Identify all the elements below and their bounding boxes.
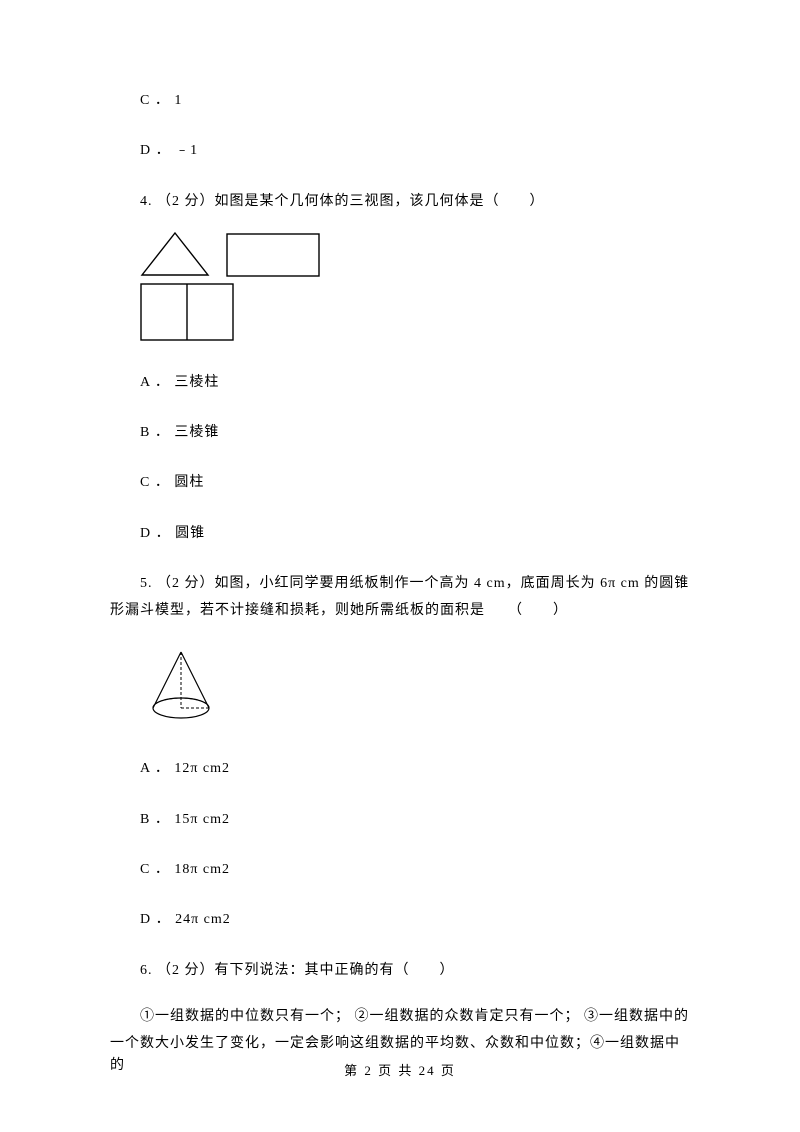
q4-top-view — [140, 283, 234, 341]
cone-icon — [140, 646, 222, 722]
q4-stem: 4. （2 分）如图是某个几何体的三视图，该几何体是（ ） — [140, 191, 690, 213]
q4-option-b: B ． 三棱锥 — [140, 422, 690, 444]
q4-option-c: C ． 圆柱 — [140, 472, 690, 494]
q5-option-c: C ． 18π cm2 — [140, 859, 690, 881]
q5-stem: 5. （2 分）如图，小红同学要用纸板制作一个高为 4 cm，底面周长为 6π … — [110, 573, 690, 595]
q3-option-c: C ． 1 — [140, 90, 690, 112]
q5-stem-line2: 形漏斗模型，若不计接缝和损耗，则她所需纸板的面积是 （ ） — [110, 600, 690, 622]
q5-stem-line1: 5. （2 分）如图，小红同学要用纸板制作一个高为 4 cm，底面周长为 6π … — [140, 576, 689, 591]
q5-option-d: D ． 24π cm2 — [140, 909, 690, 931]
q5-figure — [140, 646, 690, 730]
q6-para-line1: ①一组数据的中位数只有一个； ②一组数据的众数肯定只有一个； ③一组数据中的 — [140, 1009, 689, 1024]
q6-stem: 6. （2 分）有下列说法：其中正确的有（ ） — [140, 960, 690, 982]
q6-paragraph: ①一组数据的中位数只有一个； ②一组数据的众数肯定只有一个； ③一组数据中的 — [110, 1006, 690, 1028]
q4-side-view — [226, 233, 320, 277]
q5-option-b: B ． 15π cm2 — [140, 809, 690, 831]
q5-option-a: A ． 12π cm2 — [140, 758, 690, 780]
q3-option-d: D ． ﹣1 — [140, 140, 690, 162]
q4-option-a: A ． 三棱柱 — [140, 372, 690, 394]
q4-option-d: D ． 圆锥 — [140, 523, 690, 545]
q4-triangle-view — [140, 231, 210, 277]
q4-figures — [140, 231, 690, 349]
page-footer: 第 2 页 共 24 页 — [0, 1061, 800, 1082]
